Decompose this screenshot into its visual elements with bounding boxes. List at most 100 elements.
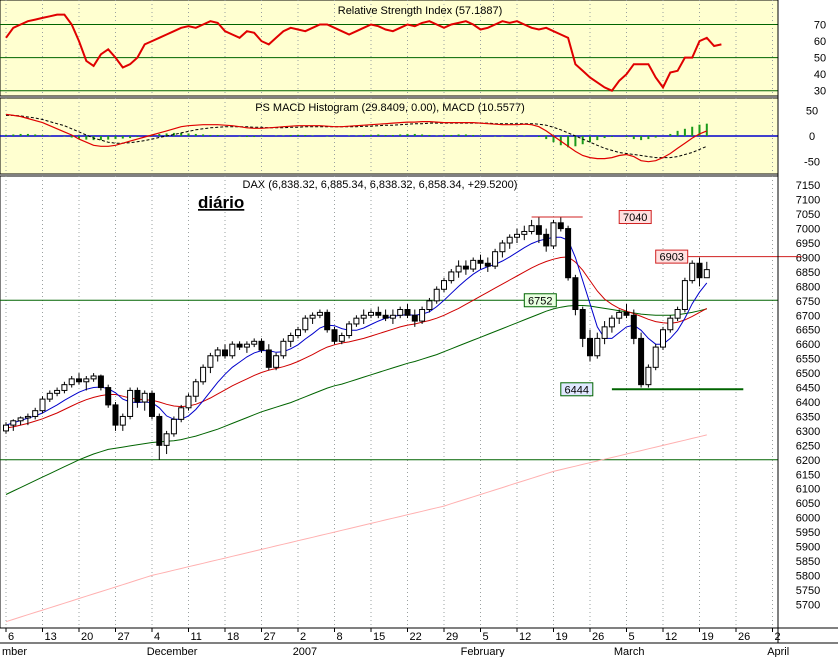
rsi-tick-label: 50 <box>814 53 826 65</box>
candle-body <box>287 335 294 342</box>
candle-body <box>141 392 148 403</box>
price-tick-label: 5700 <box>796 599 820 611</box>
candle-body <box>119 415 126 426</box>
candle-body <box>207 355 214 368</box>
price-background <box>0 175 779 629</box>
annotation-label: 6752 <box>528 295 552 307</box>
price-tick-label: 6450 <box>796 383 820 395</box>
candle-body <box>331 329 338 342</box>
candle-body <box>32 410 39 417</box>
candle-body <box>251 340 258 345</box>
xaxis-day-label: 5 <box>483 631 489 643</box>
candle-body <box>630 314 637 339</box>
price-tick-label: 6250 <box>796 440 820 452</box>
candle-body <box>638 337 645 386</box>
ma-mid-line <box>5 256 708 429</box>
rsi-background <box>0 0 779 97</box>
macd-panel: 50 0 -50 <box>0 97 820 175</box>
annotation-box <box>560 382 594 397</box>
candle-body <box>499 242 506 253</box>
candle-body <box>346 323 353 337</box>
price-tick-label: 6000 <box>796 513 820 525</box>
price-tick-label: 6600 <box>796 339 820 351</box>
candle-body <box>601 326 608 339</box>
macd-label: PS MACD Histogram (29.8409, 0.00), MACD … <box>255 102 525 114</box>
candle-body <box>3 424 9 432</box>
candle-body <box>514 233 520 238</box>
price-tick-label: 6900 <box>796 252 820 264</box>
candle-body <box>46 392 53 400</box>
price-tick-label: 6350 <box>796 411 820 423</box>
chart-title: diário <box>198 193 244 212</box>
rsi-tick-label: 70 <box>814 20 826 32</box>
candle-body <box>265 349 272 368</box>
xaxis-day-label: 18 <box>227 631 239 643</box>
price-tick-label: 6650 <box>796 325 820 337</box>
xaxis-day-label: 2 <box>300 631 306 643</box>
candle-body <box>83 378 90 383</box>
xaxis-day-label: 27 <box>118 631 130 643</box>
candle-body <box>397 309 404 316</box>
price-tick-label: 6750 <box>796 296 820 308</box>
candle-body <box>521 230 528 235</box>
candle-body <box>587 337 593 357</box>
candle-body <box>462 265 469 270</box>
annotation-box <box>523 293 557 308</box>
price-tick-label: 5900 <box>796 542 820 554</box>
macd-tick-label: 50 <box>806 105 818 117</box>
candle-body <box>243 343 250 348</box>
candle-body <box>535 225 542 235</box>
candle-body <box>54 389 61 394</box>
price-tick-label: 6800 <box>796 281 820 293</box>
candle-body <box>433 288 440 302</box>
candle-body <box>674 309 681 319</box>
candle-body <box>411 314 418 322</box>
candle-body <box>273 355 280 368</box>
xaxis-day-label: 19 <box>556 631 568 643</box>
rsi-tick-label: 60 <box>814 36 826 48</box>
candle-body <box>667 317 674 331</box>
candle-body <box>236 343 243 348</box>
candle-body <box>572 277 579 311</box>
xaxis-day-label: 8 <box>337 631 343 643</box>
candle-body <box>368 311 374 316</box>
xaxis-day-label: 6 <box>8 631 14 643</box>
candle-body <box>528 225 535 232</box>
candle-body <box>39 398 46 412</box>
candle-body <box>565 228 572 279</box>
xaxis-month-label: mber <box>2 646 27 657</box>
xaxis-day-label: 29 <box>446 631 458 643</box>
candle-body <box>90 375 97 380</box>
candle-body <box>455 265 462 273</box>
candle-body <box>97 375 104 389</box>
price-tick-label: 7050 <box>796 209 820 221</box>
candle-body <box>68 378 75 386</box>
candle-body <box>76 378 82 383</box>
price-tick-label: 5750 <box>796 585 820 597</box>
macd-tick-label: -50 <box>804 157 820 169</box>
candle-body <box>200 366 207 383</box>
xaxis-day-label: 12 <box>665 631 677 643</box>
price-tick-label: 5800 <box>796 570 820 582</box>
candle-body <box>645 366 652 386</box>
candle-body <box>594 337 601 357</box>
rsi-panel: 70 60 50 40 30 <box>0 0 826 98</box>
ma-long-line <box>5 305 707 495</box>
candle-body <box>309 314 316 319</box>
candle-body <box>192 381 199 397</box>
xaxis-day-label: 26 <box>592 631 604 643</box>
candle-body <box>506 236 513 244</box>
candle-body <box>280 340 287 357</box>
candle-body <box>156 415 163 446</box>
price-tick-label: 6550 <box>796 354 820 366</box>
candle-body <box>178 407 185 420</box>
price-tick-label: 7150 <box>796 180 820 192</box>
price-tick-label: 6950 <box>796 238 820 250</box>
xaxis-month-label: December <box>147 646 198 657</box>
candle-body <box>295 329 301 337</box>
candle-body <box>696 262 703 279</box>
candle-body <box>477 259 484 264</box>
annotation-box <box>618 210 652 225</box>
candle-body <box>389 314 396 319</box>
